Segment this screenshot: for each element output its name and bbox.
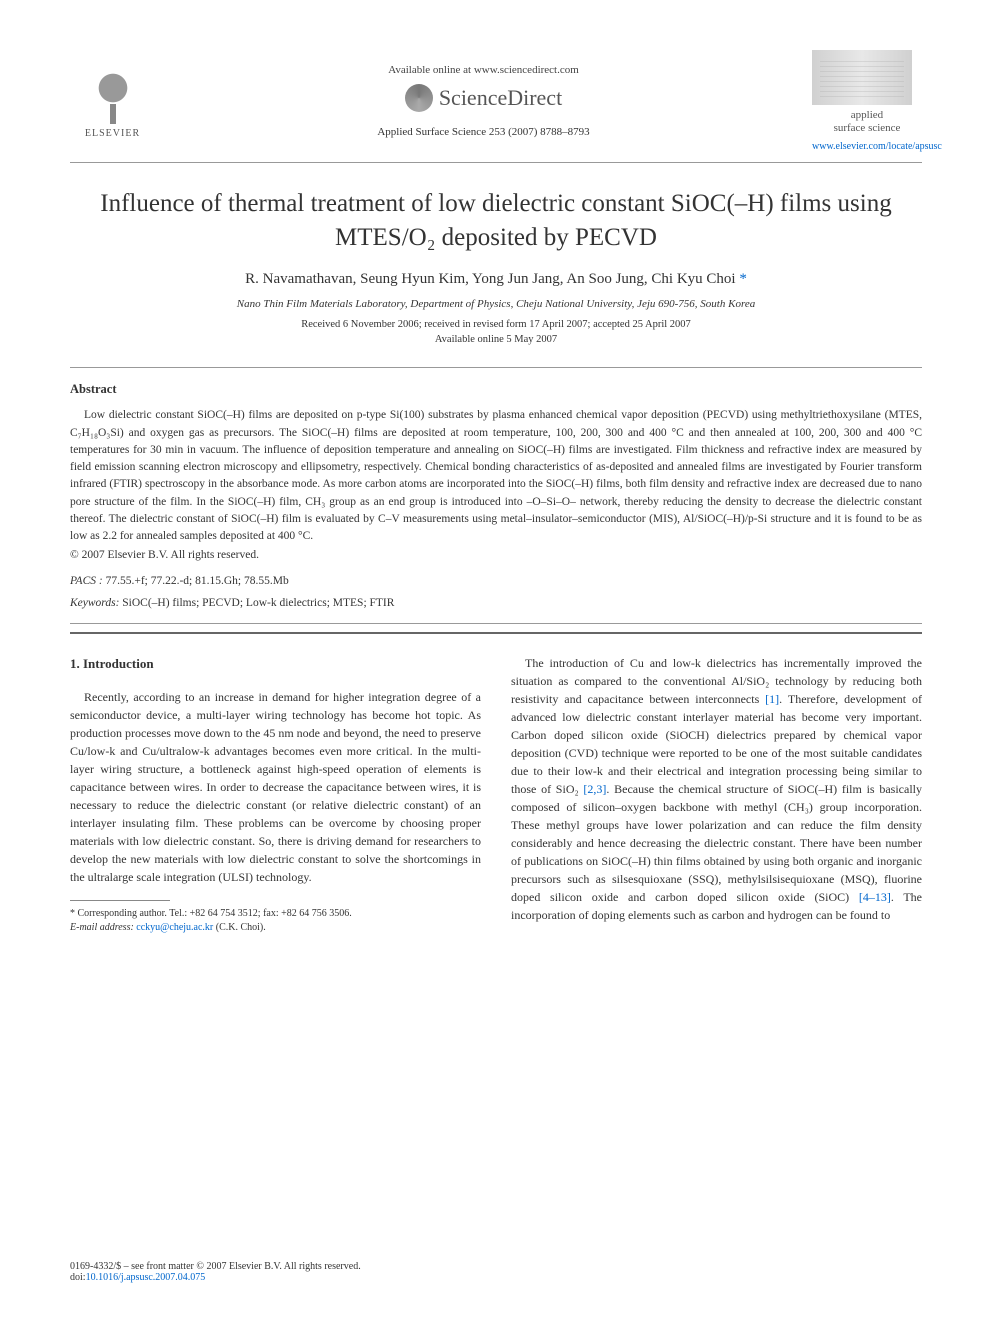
journal-cover-icon bbox=[812, 50, 912, 105]
column-left: 1. Introduction Recently, according to a… bbox=[70, 654, 481, 935]
footnote-email[interactable]: cckyu@cheju.ac.kr bbox=[134, 922, 213, 933]
authors-text: R. Navamathavan, Seung Hyun Kim, Yong Ju… bbox=[245, 271, 735, 287]
affiliation: Nano Thin Film Materials Laboratory, Dep… bbox=[70, 298, 922, 310]
pacs-line: PACS : 77.55.+f; 77.22.-d; 81.15.Gh; 78.… bbox=[70, 575, 922, 587]
citation-1[interactable]: [1] bbox=[765, 692, 779, 706]
intro-paragraph-1: Recently, according to an increase in de… bbox=[70, 688, 481, 886]
footer-doi-label: doi: bbox=[70, 1272, 86, 1283]
dates-received: Received 6 November 2006; received in re… bbox=[70, 318, 922, 333]
footnote-email-line: E-mail address: cckyu@cheju.ac.kr (C.K. … bbox=[70, 921, 481, 935]
body-columns: 1. Introduction Recently, according to a… bbox=[70, 654, 922, 935]
pacs-values: 77.55.+f; 77.22.-d; 81.15.Gh; 78.55.Mb bbox=[103, 575, 289, 587]
dates-online: Available online 5 May 2007 bbox=[70, 333, 922, 348]
header-row: ELSEVIER Available online at www.science… bbox=[70, 50, 922, 152]
journal-url[interactable]: www.elsevier.com/locate/apsusc bbox=[812, 141, 922, 152]
keywords-label: Keywords: bbox=[70, 597, 119, 609]
rule-thin-top bbox=[70, 162, 922, 163]
corresponding-footnote: * Corresponding author. Tel.: +82 64 754… bbox=[70, 907, 481, 935]
elsevier-label: ELSEVIER bbox=[85, 128, 140, 139]
copyright-line: © 2007 Elsevier B.V. All rights reserved… bbox=[70, 549, 922, 561]
sciencedirect-text: ScienceDirect bbox=[439, 85, 562, 111]
footnote-contact: * Corresponding author. Tel.: +82 64 754… bbox=[70, 907, 481, 921]
footnote-email-label: E-mail address: bbox=[70, 922, 134, 933]
page-footer: 0169-4332/$ – see front matter © 2007 El… bbox=[70, 1261, 922, 1283]
sciencedirect-logo: ScienceDirect bbox=[155, 84, 812, 112]
abstract-text: Low dielectric constant SiOC(–H) films a… bbox=[70, 407, 922, 545]
col2-text-c: . Because the chemical structure of SiOC… bbox=[511, 782, 922, 904]
rule-before-abstract bbox=[70, 367, 922, 368]
rule-thin-after-keywords bbox=[70, 623, 922, 624]
pacs-label: PACS : bbox=[70, 575, 103, 587]
rule-thick-after-keywords bbox=[70, 632, 922, 634]
citation-4-13[interactable]: [4–13] bbox=[859, 890, 891, 904]
intro-paragraph-2: The introduction of Cu and low-k dielect… bbox=[511, 654, 922, 924]
elsevier-logo: ELSEVIER bbox=[70, 54, 155, 149]
article-dates: Received 6 November 2006; received in re… bbox=[70, 318, 922, 347]
journal-name-line2: surface science bbox=[812, 122, 922, 135]
keywords-values: SiOC(–H) films; PECVD; Low-k dielectrics… bbox=[119, 597, 394, 609]
available-online-text: Available online at www.sciencedirect.co… bbox=[155, 64, 812, 76]
footnote-divider bbox=[70, 900, 170, 901]
introduction-heading: 1. Introduction bbox=[70, 654, 481, 674]
journal-name-line1: applied bbox=[812, 109, 922, 122]
center-header: Available online at www.sciencedirect.co… bbox=[155, 64, 812, 138]
keywords-line: Keywords: SiOC(–H) films; PECVD; Low-k d… bbox=[70, 597, 922, 609]
journal-logo-block: applied surface science www.elsevier.com… bbox=[812, 50, 922, 152]
corresponding-mark[interactable]: * bbox=[739, 271, 747, 287]
col2-text-b: . Therefore, development of advanced low… bbox=[511, 692, 922, 796]
citation-2-3[interactable]: [2,3] bbox=[583, 782, 606, 796]
article-title: Influence of thermal treatment of low di… bbox=[70, 187, 922, 255]
journal-citation: Applied Surface Science 253 (2007) 8788–… bbox=[155, 126, 812, 138]
footnote-email-suffix: (C.K. Choi). bbox=[213, 922, 266, 933]
elsevier-tree-icon bbox=[83, 64, 143, 124]
footer-doi[interactable]: 10.1016/j.apsusc.2007.04.075 bbox=[86, 1272, 206, 1283]
abstract-heading: Abstract bbox=[70, 382, 922, 397]
author-list: R. Navamathavan, Seung Hyun Kim, Yong Ju… bbox=[70, 271, 922, 288]
column-right: The introduction of Cu and low-k dielect… bbox=[511, 654, 922, 935]
footer-doi-line: doi:10.1016/j.apsusc.2007.04.075 bbox=[70, 1272, 922, 1283]
footer-issn: 0169-4332/$ – see front matter © 2007 El… bbox=[70, 1261, 922, 1272]
sciencedirect-swirl-icon bbox=[405, 84, 433, 112]
